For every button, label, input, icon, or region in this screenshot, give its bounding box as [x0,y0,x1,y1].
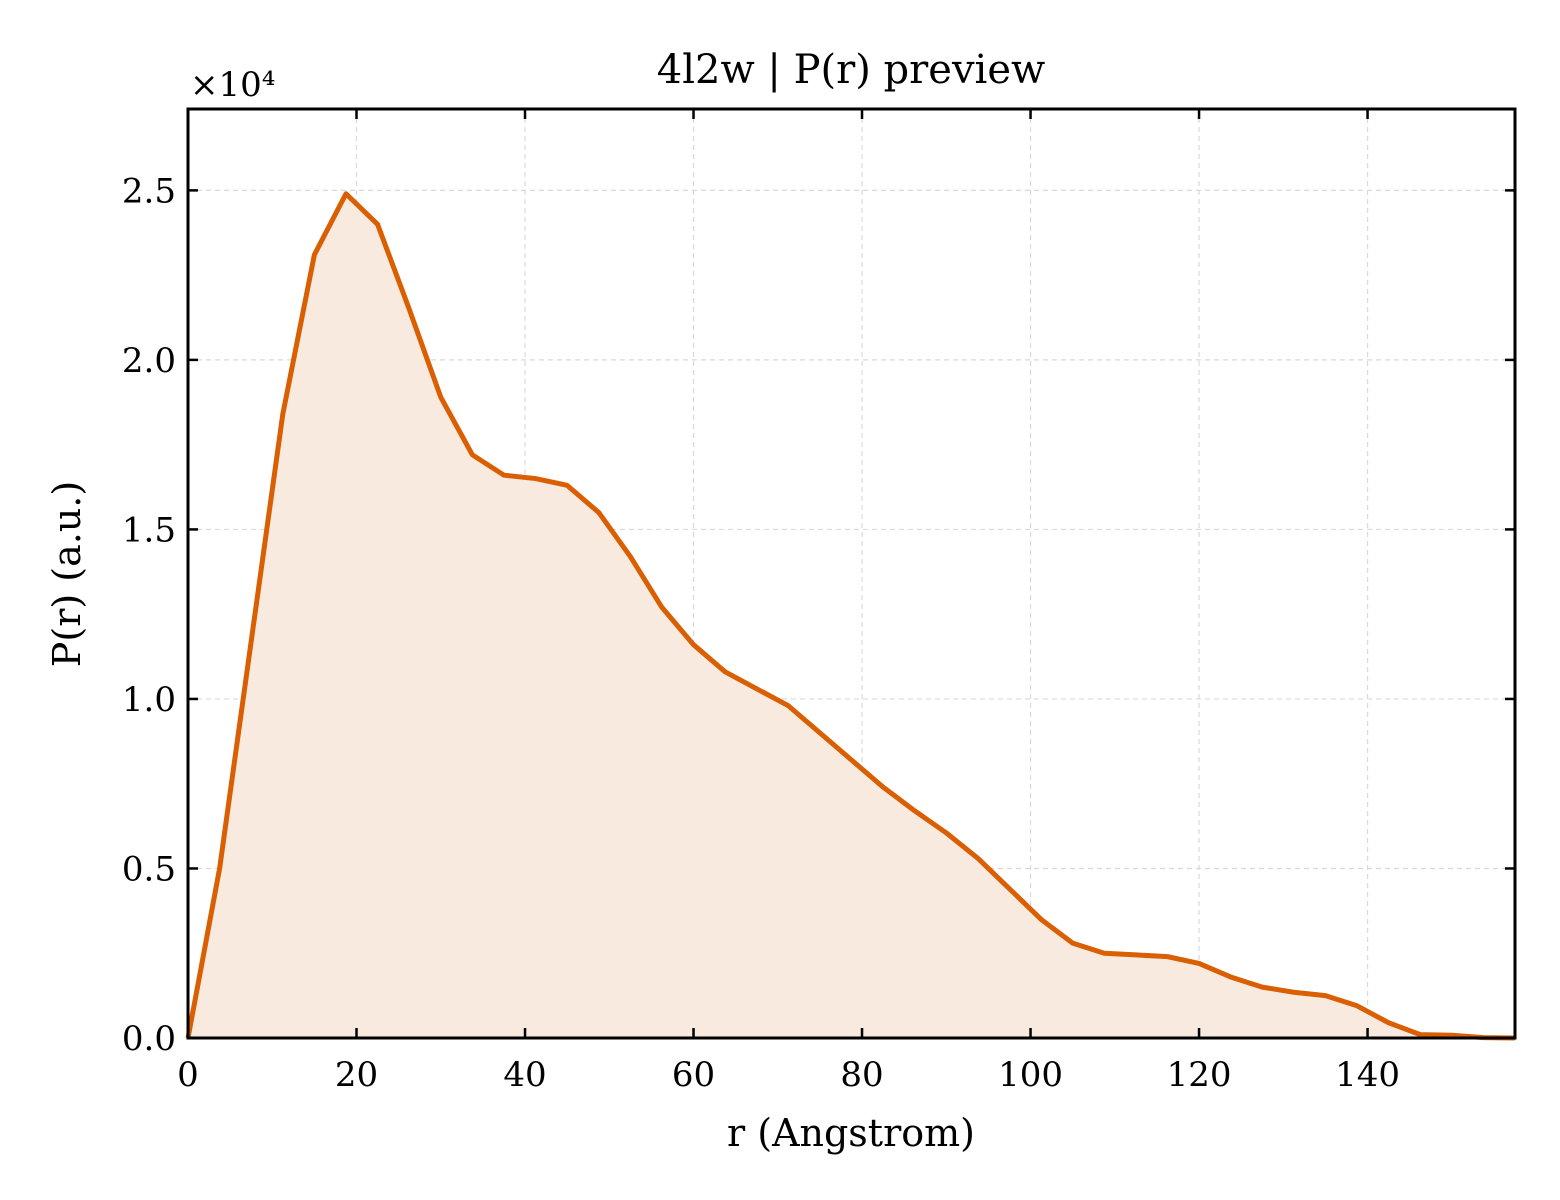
series-line [185,191,1516,1041]
data-point [564,482,570,488]
data-point [1164,954,1170,960]
data-point [1070,940,1076,946]
data-point [627,554,633,560]
data-point [469,452,475,458]
data-point [501,472,507,478]
x-tick-label: 100 [998,1055,1063,1095]
y-tick-label: 0.0 [122,1019,176,1059]
area-fill [188,193,1515,1038]
data-point [1386,1020,1392,1026]
data-point [817,730,823,736]
x-tick-label: 80 [840,1055,883,1095]
plot-frame [186,107,1517,1040]
data-point [849,757,855,763]
y-axis-multiplier: ×10⁴ [190,65,275,105]
y-tick-label: 1.0 [122,680,176,720]
data-point [880,784,886,790]
data-point [1291,989,1297,995]
data-point [1259,984,1265,990]
y-tick-label: 0.5 [122,849,176,889]
x-tick-label: 20 [335,1055,378,1095]
x-tick-label: 40 [503,1055,546,1095]
data-point [785,703,791,709]
data-point [754,686,760,692]
x-axis-label: r (Angstrom) [727,1111,975,1155]
data-point [1196,960,1202,966]
data-point [311,252,317,258]
data-point [280,411,286,417]
data-point [691,642,697,648]
data-point [1038,916,1044,922]
data-point [722,669,728,675]
data-point [438,394,444,400]
chart-title: 4l2w | P(r) preview [657,47,1046,93]
data-point [343,191,349,197]
y-tick-label: 2.0 [122,341,176,381]
data-point [1322,993,1328,999]
data-point [912,808,918,814]
data-point [375,221,381,227]
data-point [596,509,602,515]
data-point [659,604,665,610]
data-point [248,638,254,644]
data-point [1006,886,1012,892]
data-point [943,830,949,836]
data-point [217,865,223,871]
data-point [975,855,981,861]
x-tick-label: 120 [1167,1055,1232,1095]
y-axis-label: P(r) (a.u.) [45,481,89,667]
x-tick-label: 140 [1335,1055,1400,1095]
data-point [406,306,412,312]
data-point [533,476,539,482]
data-point [1228,974,1234,980]
axis-ticks: 0 20 40 60 80 100 120 140 0.0 0.5 1.0 1.5 2.0 2.5 [122,109,1515,1095]
data-point [1133,952,1139,958]
y-tick-label: 1.5 [122,510,176,550]
x-tick-label: 0 [177,1055,199,1095]
data-point [1101,950,1107,956]
y-tick-label: 2.5 [122,171,176,211]
data-point [1354,1003,1360,1009]
x-tick-label: 60 [672,1055,715,1095]
